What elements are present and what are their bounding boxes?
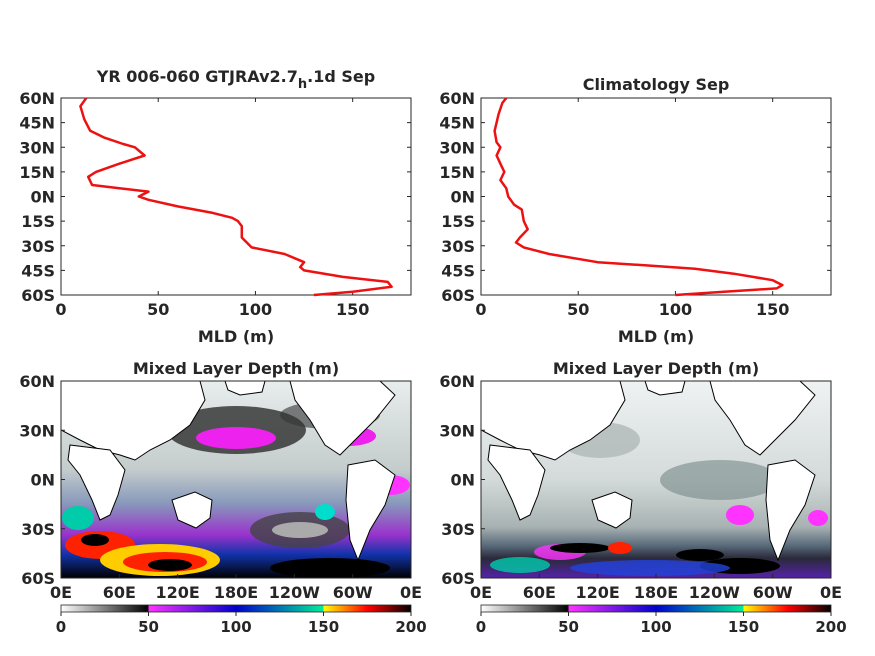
plot-area xyxy=(60,97,412,296)
y-tick-label: 0N xyxy=(30,471,55,490)
y-tick-label: 60S xyxy=(441,286,475,305)
y-tick-label: 60N xyxy=(439,89,475,108)
plot-area xyxy=(480,97,832,296)
x-tick-label: 150 xyxy=(756,300,789,319)
profile-panel-model: YR 006-060 GTJRAv2.7h.1d Sep 60N 45N 30N 15… xyxy=(19,67,412,346)
y-tick-label: 30N xyxy=(19,421,55,440)
y-tick-label: 15N xyxy=(19,163,55,182)
x-tick-label: 0 xyxy=(55,300,66,319)
x-tick-label: 180E xyxy=(634,583,678,602)
x-tick-label: 60E xyxy=(103,583,136,602)
x-axis-label: MLD (m) xyxy=(198,327,274,346)
y-tick-label: 30N xyxy=(439,421,475,440)
x-tick-label: 0E xyxy=(820,583,842,602)
x-tick-label: 60W xyxy=(753,583,793,602)
panel-title: Climatology Sep xyxy=(583,75,730,94)
x-tick-label: 0 xyxy=(475,300,486,319)
x-tick-label: 120W xyxy=(689,583,740,602)
x-tick-label: 50 xyxy=(567,300,589,319)
mld-map-image xyxy=(60,380,411,578)
panel-title: YR 006-060 GTJRAv2.7h.1d Sep xyxy=(96,67,375,92)
y-tick-label: 60S xyxy=(21,286,55,305)
y-tick-label: 60N xyxy=(19,89,55,108)
colorbar-left: 0 50 100 150 200 xyxy=(56,604,427,636)
x-tick-label: 0E xyxy=(470,583,492,602)
x-tick-label: 120E xyxy=(576,583,620,602)
map-panel-model: Mixed Layer Depth (m) xyxy=(19,359,422,602)
x-axis-label: MLD (m) xyxy=(618,327,694,346)
y-tick-label: 60S xyxy=(441,569,475,588)
mld-profile-line xyxy=(79,97,393,297)
y-tick-label: 30N xyxy=(19,138,55,157)
x-tick-label: 50 xyxy=(147,300,169,319)
x-tick-label: 180E xyxy=(214,583,258,602)
y-tick-label: 45S xyxy=(441,261,475,280)
y-tick-label: 0N xyxy=(450,471,475,490)
y-tick-label: 45N xyxy=(439,114,475,133)
profile-panel-climatology: Climatology Sep 60N 45N 30N 15N 0N 15S 30S 45S 6… xyxy=(439,75,832,346)
y-tick-label: 0N xyxy=(30,188,55,207)
colorbar-tick-label: 200 xyxy=(395,618,426,636)
x-tick-label: 150 xyxy=(336,300,369,319)
map-title: Mixed Layer Depth (m) xyxy=(553,359,759,378)
colorbar-tick-label: 0 xyxy=(56,618,66,636)
y-tick-label: 30S xyxy=(441,237,475,256)
y-tick-label: 45N xyxy=(19,114,55,133)
y-tick-label: 15S xyxy=(21,212,55,231)
y-tick-label: 30N xyxy=(439,138,475,157)
x-tick-label: 60W xyxy=(333,583,373,602)
map-title: Mixed Layer Depth (m) xyxy=(133,359,339,378)
mld-profile-line xyxy=(493,97,784,297)
x-tick-label: 120W xyxy=(269,583,320,602)
colorbar-gradient xyxy=(480,604,832,613)
y-tick-label: 30S xyxy=(21,520,55,539)
colorbar-tick-label: 50 xyxy=(558,618,579,636)
y-tick-label: 60N xyxy=(19,372,55,391)
y-tick-label: 60N xyxy=(439,372,475,391)
x-tick-label: 100 xyxy=(239,300,272,319)
y-tick-label: 45S xyxy=(21,261,55,280)
colorbar-tick-label: 200 xyxy=(815,618,846,636)
colorbar-tick-label: 150 xyxy=(308,618,339,636)
x-tick-label: 0E xyxy=(50,583,72,602)
y-tick-label: 30S xyxy=(441,520,475,539)
y-tick-label: 60S xyxy=(21,569,55,588)
x-tick-label: 60E xyxy=(523,583,556,602)
colorbar-right: 0 50 100 150 200 xyxy=(476,604,847,636)
x-tick-label: 0E xyxy=(400,583,422,602)
colorbar-tick-label: 150 xyxy=(728,618,759,636)
colorbar-gradient xyxy=(60,604,412,613)
y-tick-label: 15N xyxy=(439,163,475,182)
colorbar-tick-label: 50 xyxy=(138,618,159,636)
colorbar-tick-label: 100 xyxy=(220,618,251,636)
y-tick-label: 15S xyxy=(441,212,475,231)
y-tick-label: 30S xyxy=(21,237,55,256)
colorbar-tick-label: 0 xyxy=(476,618,486,636)
x-tick-label: 100 xyxy=(659,300,692,319)
mld-map-image xyxy=(480,380,831,578)
colorbar-tick-label: 100 xyxy=(640,618,671,636)
y-tick-label: 0N xyxy=(450,188,475,207)
x-tick-label: 120E xyxy=(156,583,200,602)
